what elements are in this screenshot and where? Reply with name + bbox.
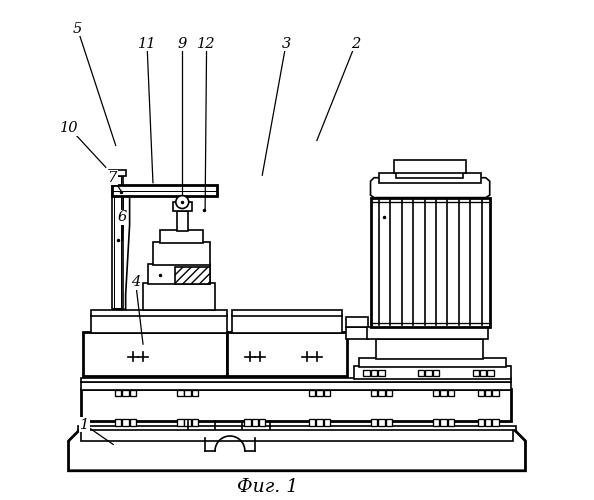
Polygon shape <box>173 202 192 211</box>
Polygon shape <box>324 390 330 396</box>
Polygon shape <box>232 316 342 332</box>
Polygon shape <box>371 178 489 198</box>
Polygon shape <box>386 420 392 426</box>
Polygon shape <box>130 420 136 426</box>
Polygon shape <box>425 370 432 376</box>
Polygon shape <box>153 242 210 264</box>
Polygon shape <box>394 160 466 172</box>
Polygon shape <box>81 378 511 382</box>
Polygon shape <box>488 370 494 376</box>
Polygon shape <box>122 390 129 396</box>
Polygon shape <box>478 420 484 426</box>
Polygon shape <box>480 370 486 376</box>
Polygon shape <box>377 339 484 359</box>
Polygon shape <box>177 211 188 231</box>
Polygon shape <box>309 390 315 396</box>
Text: 9: 9 <box>177 36 187 51</box>
Polygon shape <box>433 420 440 426</box>
Polygon shape <box>192 420 198 426</box>
Polygon shape <box>160 230 203 243</box>
Text: 11: 11 <box>138 36 156 51</box>
Polygon shape <box>112 185 217 196</box>
Polygon shape <box>478 390 484 396</box>
Polygon shape <box>81 382 511 390</box>
Polygon shape <box>122 420 129 426</box>
Polygon shape <box>251 420 258 426</box>
Polygon shape <box>396 170 463 177</box>
Polygon shape <box>359 358 505 367</box>
Polygon shape <box>378 420 385 426</box>
Polygon shape <box>371 420 377 426</box>
Polygon shape <box>492 390 499 396</box>
Polygon shape <box>371 390 377 396</box>
Polygon shape <box>115 420 121 426</box>
Polygon shape <box>91 316 228 332</box>
Polygon shape <box>346 326 368 339</box>
Polygon shape <box>68 428 526 471</box>
Polygon shape <box>112 175 123 310</box>
Polygon shape <box>175 267 210 283</box>
Polygon shape <box>378 390 385 396</box>
Text: 10: 10 <box>60 121 79 135</box>
Polygon shape <box>185 390 191 396</box>
Polygon shape <box>374 182 486 198</box>
Polygon shape <box>228 332 347 376</box>
Polygon shape <box>91 310 228 316</box>
Polygon shape <box>379 172 481 182</box>
Polygon shape <box>185 420 191 426</box>
Polygon shape <box>232 310 342 316</box>
Polygon shape <box>324 420 330 426</box>
Polygon shape <box>244 420 251 426</box>
Polygon shape <box>259 420 266 426</box>
Polygon shape <box>316 390 323 396</box>
Text: 12: 12 <box>197 36 216 51</box>
Text: 2: 2 <box>351 36 360 51</box>
Polygon shape <box>492 420 499 426</box>
Polygon shape <box>109 170 126 176</box>
Polygon shape <box>346 317 368 326</box>
Polygon shape <box>433 390 440 396</box>
Polygon shape <box>433 370 440 376</box>
Polygon shape <box>364 370 370 376</box>
Polygon shape <box>354 366 511 379</box>
Text: 7: 7 <box>108 170 117 184</box>
Polygon shape <box>371 370 377 376</box>
Polygon shape <box>148 264 210 283</box>
Polygon shape <box>485 420 491 426</box>
Polygon shape <box>192 390 198 396</box>
Polygon shape <box>83 332 228 376</box>
Polygon shape <box>371 198 489 327</box>
Polygon shape <box>114 176 121 308</box>
Polygon shape <box>485 390 491 396</box>
Polygon shape <box>177 390 184 396</box>
Text: 5: 5 <box>73 22 82 36</box>
Polygon shape <box>440 420 447 426</box>
Text: 6: 6 <box>118 210 127 224</box>
Polygon shape <box>143 283 215 310</box>
Polygon shape <box>177 420 184 426</box>
Polygon shape <box>473 370 479 376</box>
Text: Фиг. 1: Фиг. 1 <box>236 478 298 496</box>
Polygon shape <box>440 390 447 396</box>
Text: 1: 1 <box>80 418 89 432</box>
Polygon shape <box>78 426 516 430</box>
Text: 4: 4 <box>131 275 140 289</box>
Polygon shape <box>116 196 129 310</box>
Polygon shape <box>386 390 392 396</box>
Text: 3: 3 <box>282 36 290 51</box>
Polygon shape <box>418 370 424 376</box>
Polygon shape <box>448 420 454 426</box>
Polygon shape <box>130 390 136 396</box>
Polygon shape <box>378 370 385 376</box>
Polygon shape <box>448 390 454 396</box>
Circle shape <box>176 196 189 208</box>
Polygon shape <box>309 420 315 426</box>
Polygon shape <box>115 390 121 396</box>
Polygon shape <box>81 389 511 421</box>
Polygon shape <box>81 428 513 441</box>
Polygon shape <box>316 420 323 426</box>
Polygon shape <box>366 326 488 339</box>
